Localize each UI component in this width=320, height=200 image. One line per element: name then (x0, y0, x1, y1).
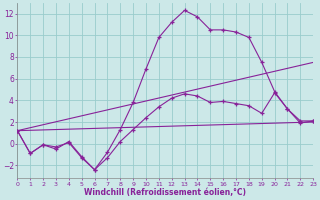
X-axis label: Windchill (Refroidissement éolien,°C): Windchill (Refroidissement éolien,°C) (84, 188, 246, 197)
